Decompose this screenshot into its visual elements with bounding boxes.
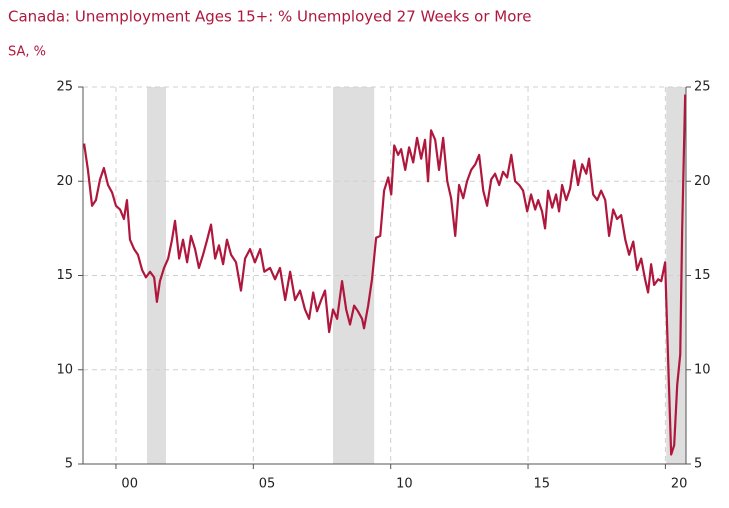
x-tick-label: 20 xyxy=(671,477,688,492)
y-tick-label: 5 xyxy=(65,457,73,472)
y-tick-label: 15 xyxy=(56,268,73,283)
chart-subtitle: SA, % xyxy=(8,45,46,60)
y-tick-label: 10 xyxy=(56,362,73,377)
y2-tick-label: 10 xyxy=(694,362,711,377)
y2-tick-label: 5 xyxy=(694,457,702,472)
data-line xyxy=(83,94,687,456)
x-tick-label: 05 xyxy=(259,477,276,492)
y-tick-label: 20 xyxy=(56,174,73,189)
chart-title: Canada: Unemployment Ages 15+: % Unemplo… xyxy=(8,8,531,26)
x-tick-label: 15 xyxy=(534,477,551,492)
y2-tick-label: 15 xyxy=(694,268,711,283)
y2-tick-label: 25 xyxy=(694,80,711,95)
y-tick-label: 25 xyxy=(56,80,73,95)
y2-tick-label: 20 xyxy=(694,174,711,189)
x-tick-label: 00 xyxy=(121,477,138,492)
x-tick-label: 10 xyxy=(396,477,413,492)
